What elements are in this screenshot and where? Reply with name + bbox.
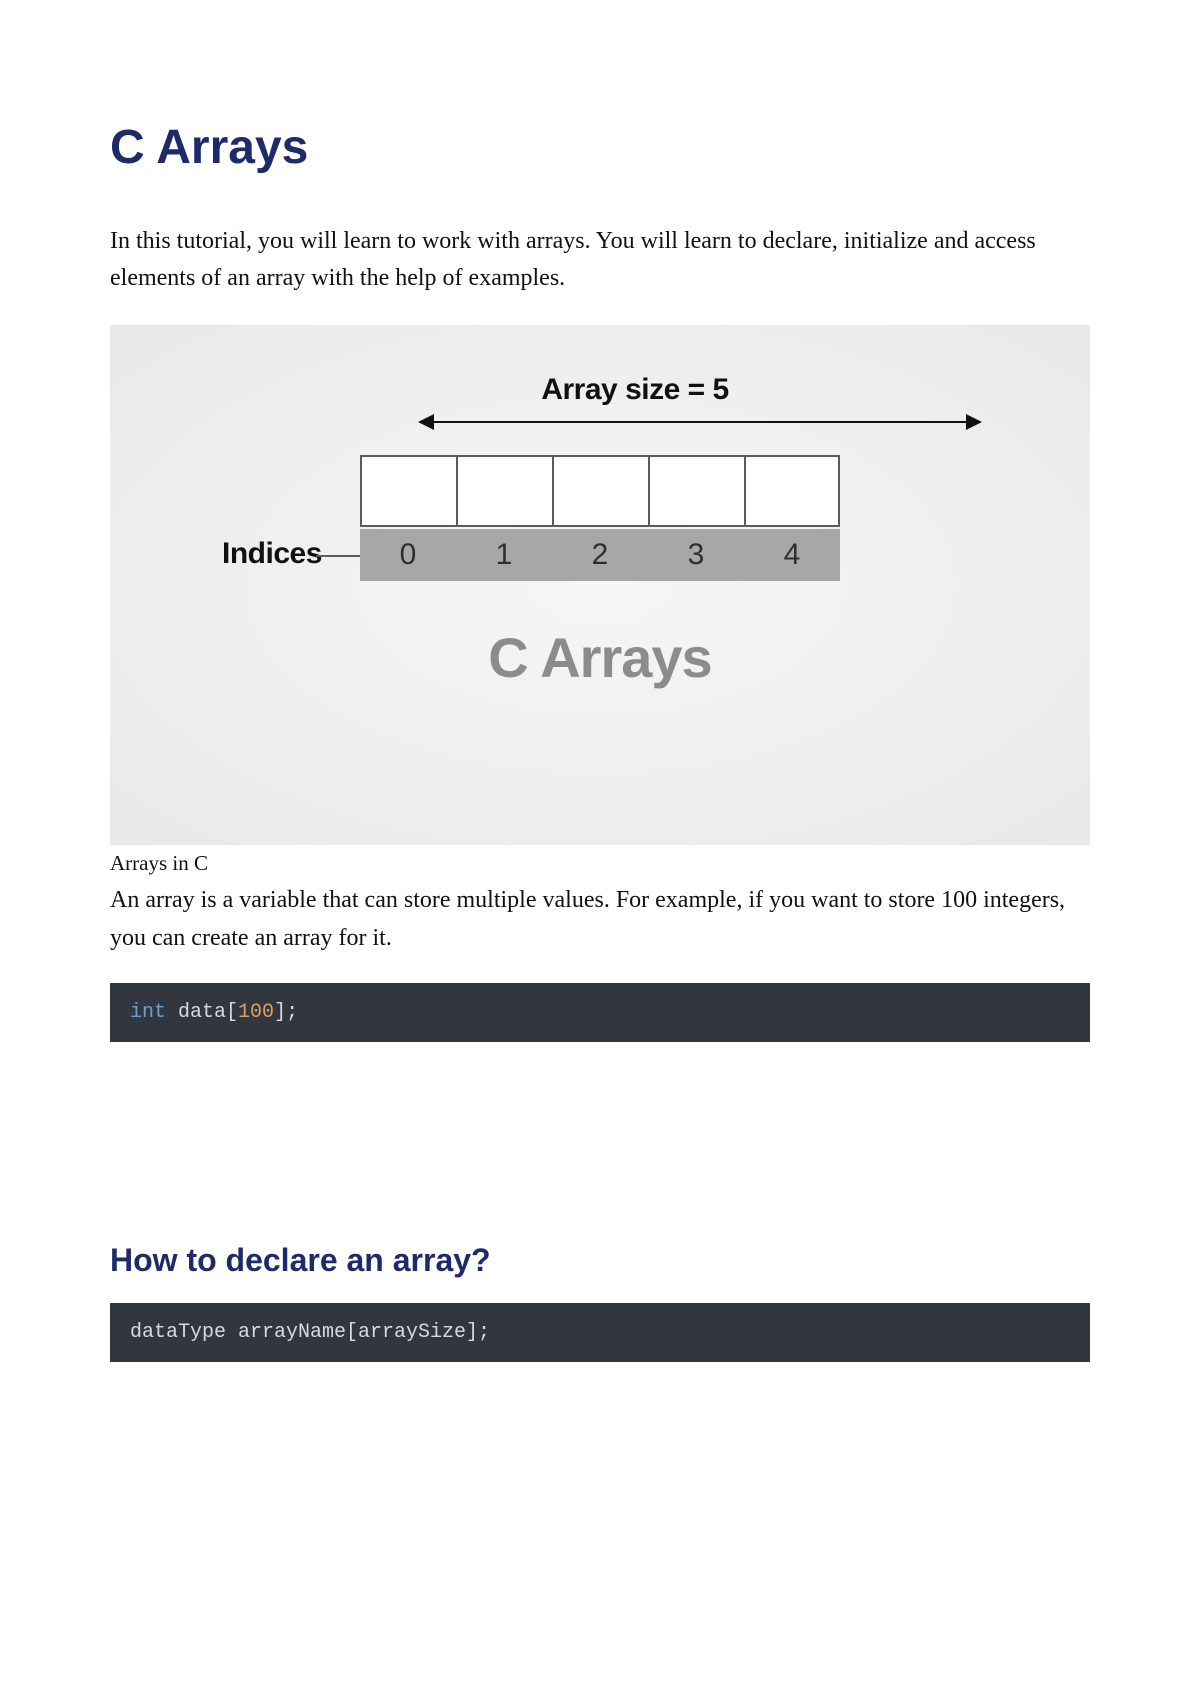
intro-paragraph: In this tutorial, you will learn to work… — [110, 223, 1090, 297]
array-index: 2 — [552, 529, 648, 581]
array-size-arrow — [420, 421, 980, 423]
array-cells-row — [360, 455, 840, 527]
array-size-label: Array size = 5 — [490, 373, 780, 407]
array-cell — [552, 455, 648, 527]
code-line: dataType arrayName[arraySize]; — [130, 1321, 490, 1344]
body-paragraph: An array is a variable that can store mu… — [110, 882, 1090, 956]
code-punct: ]; — [274, 1001, 298, 1024]
array-index: 0 — [360, 529, 456, 581]
array-index: 4 — [744, 529, 840, 581]
array-index: 1 — [456, 529, 552, 581]
code-punct: [ — [226, 1001, 238, 1024]
code-identifier: data — [166, 1001, 226, 1024]
diagram-title: C Arrays — [110, 625, 1090, 690]
array-cell — [648, 455, 744, 527]
indices-connector-line — [316, 555, 360, 557]
indices-label: Indices — [222, 537, 322, 571]
code-block-1: int data[100]; — [110, 983, 1090, 1042]
array-cell — [456, 455, 552, 527]
array-cell — [360, 455, 456, 527]
code-number: 100 — [238, 1001, 274, 1024]
array-index-strip: 0 1 2 3 4 — [360, 529, 840, 581]
code-keyword: int — [130, 1001, 166, 1024]
code-block-2: dataType arrayName[arraySize]; — [110, 1303, 1090, 1362]
page-title: C Arrays — [110, 120, 1090, 175]
figure-caption: Arrays in C — [110, 851, 1090, 876]
array-cell — [744, 455, 840, 527]
section-heading: How to declare an array? — [110, 1242, 1090, 1279]
array-diagram: Array size = 5 Indices 0 1 2 3 4 C Array… — [110, 325, 1090, 845]
array-index: 3 — [648, 529, 744, 581]
